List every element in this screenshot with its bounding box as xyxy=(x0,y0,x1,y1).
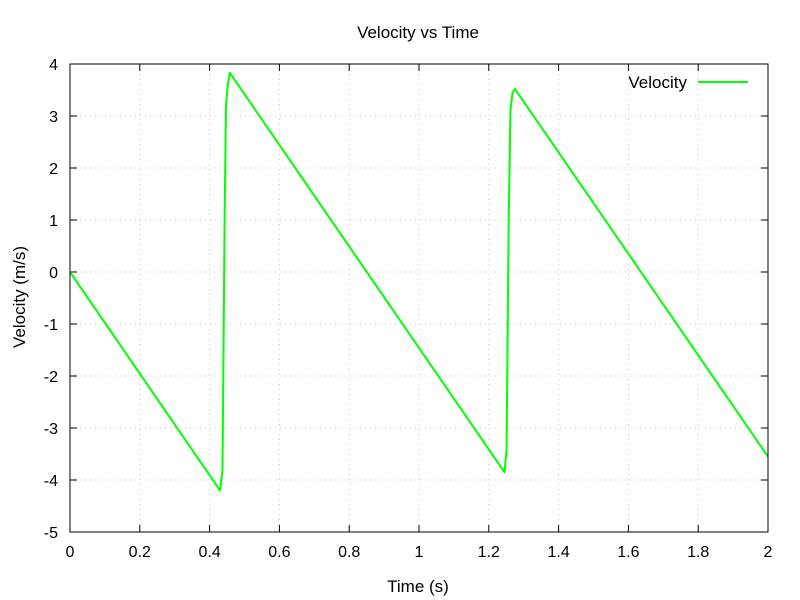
y-tick-label: 2 xyxy=(49,161,58,178)
x-tick-label: 0.4 xyxy=(198,544,220,561)
y-tick-label: 4 xyxy=(49,57,58,74)
y-axis-label: Velocity (m/s) xyxy=(10,246,29,348)
y-tick-label: -1 xyxy=(44,317,58,334)
x-axis-label: Time (s) xyxy=(387,577,449,596)
series-line-velocity xyxy=(69,71,769,492)
x-tick-labels: 0 0.2 0.4 0.6 0.8 1 1.2 1.4 1.6 1.8 2 xyxy=(66,544,773,561)
series-layer xyxy=(69,71,769,492)
legend-label-velocity: Velocity xyxy=(628,73,687,92)
x-tick-label: 1.4 xyxy=(547,544,569,561)
x-tick-label: 1.2 xyxy=(478,544,500,561)
y-tick-label: -2 xyxy=(44,369,58,386)
x-tick-label: 1.8 xyxy=(687,544,709,561)
y-tick-label: -3 xyxy=(44,421,58,438)
y-tick-label: 0 xyxy=(49,265,58,282)
x-tick-label: 0 xyxy=(66,544,75,561)
x-tick-label: 2 xyxy=(764,544,773,561)
x-tick-label: 0.6 xyxy=(268,544,290,561)
legend: Velocity xyxy=(628,73,748,92)
plot-border xyxy=(69,63,769,533)
y-tick-labels: 4 3 2 1 0 -1 -2 -3 -4 -5 xyxy=(44,57,58,542)
grid xyxy=(70,64,768,532)
x-tick-label: 0.8 xyxy=(338,544,360,561)
x-tick-label: 0.2 xyxy=(129,544,151,561)
y-tick-label: 1 xyxy=(49,213,58,230)
y-tick-label: 3 xyxy=(49,109,58,126)
y-tick-label: -4 xyxy=(44,473,58,490)
y-tick-label: -5 xyxy=(44,525,58,542)
x-tick-label: 1 xyxy=(415,544,424,561)
x-tick-label: 1.6 xyxy=(617,544,639,561)
chart-title: Velocity vs Time xyxy=(357,23,479,42)
